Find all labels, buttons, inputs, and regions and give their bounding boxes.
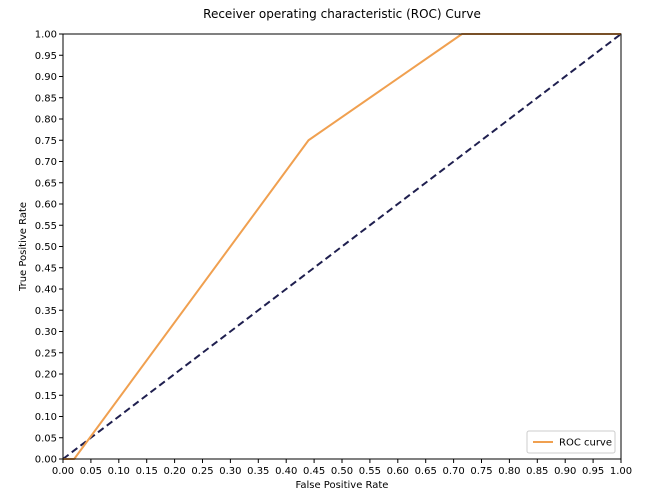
x-tick-label: 0.95	[582, 466, 604, 477]
legend-label-roc-curve: ROC curve	[559, 438, 612, 449]
x-tick-label: 0.80	[498, 466, 520, 477]
x-tick-label: 0.90	[554, 466, 576, 477]
y-tick-label: 0.45	[35, 263, 57, 274]
y-tick-label: 0.95	[35, 51, 57, 62]
x-tick-label: 0.45	[303, 466, 325, 477]
chart-title: Receiver operating characteristic (ROC) …	[203, 7, 481, 21]
x-tick-label: 0.55	[359, 466, 381, 477]
x-tick-label: 0.05	[80, 466, 102, 477]
x-tick-label: 0.65	[415, 466, 437, 477]
x-axis-label: False Positive Rate	[296, 480, 389, 491]
x-tick-label: 0.15	[136, 466, 158, 477]
x-tick-label: 0.35	[247, 466, 269, 477]
y-tick-label: 0.50	[35, 242, 57, 253]
x-tick-label: 0.50	[331, 466, 353, 477]
y-tick-label: 1.00	[35, 30, 57, 41]
x-tick-label: 0.40	[275, 466, 297, 477]
x-axis: 0.00 0.05 0.10 0.15 0.20 0.25 0.30 0.35 0.40 0.45…	[52, 459, 632, 477]
y-tick-label: 0.00	[35, 455, 57, 466]
y-axis: 0.00 0.05 0.10 0.15 0.20 0.25 0.30 0.35 0.40 0.45…	[35, 30, 63, 466]
y-tick-label: 0.65	[35, 178, 57, 189]
x-tick-label: 0.60	[387, 466, 409, 477]
y-tick-label: 0.60	[35, 200, 57, 211]
y-tick-label: 0.40	[35, 285, 57, 296]
x-tick-label: 0.20	[163, 466, 185, 477]
y-tick-label: 0.90	[35, 72, 57, 83]
y-tick-label: 0.20	[35, 370, 57, 381]
x-tick-label: 0.10	[108, 466, 130, 477]
y-tick-label: 0.30	[35, 327, 57, 338]
x-tick-label: 0.75	[470, 466, 492, 477]
x-tick-label: 0.00	[52, 466, 74, 477]
y-tick-label: 0.35	[35, 306, 57, 317]
y-tick-label: 0.85	[35, 93, 57, 104]
x-tick-label: 0.85	[526, 466, 548, 477]
y-tick-label: 0.10	[35, 412, 57, 423]
y-tick-label: 0.80	[35, 115, 57, 126]
series-line-diagonal	[62, 33, 622, 460]
x-tick-label: 1.00	[610, 466, 632, 477]
legend: ROC curve	[526, 430, 616, 454]
y-tick-label: 0.75	[35, 136, 57, 147]
y-axis-label: True Positive Rate	[18, 202, 29, 292]
y-tick-label: 0.15	[35, 391, 57, 402]
x-tick-label: 0.30	[219, 466, 241, 477]
x-tick-label: 0.70	[442, 466, 464, 477]
y-tick-label: 0.25	[35, 348, 57, 359]
plot-area	[62, 33, 622, 460]
y-tick-label: 0.55	[35, 221, 57, 232]
y-tick-label: 0.70	[35, 157, 57, 168]
y-tick-label: 0.05	[35, 433, 57, 444]
legend-box	[526, 430, 616, 454]
x-tick-label: 0.25	[191, 466, 213, 477]
